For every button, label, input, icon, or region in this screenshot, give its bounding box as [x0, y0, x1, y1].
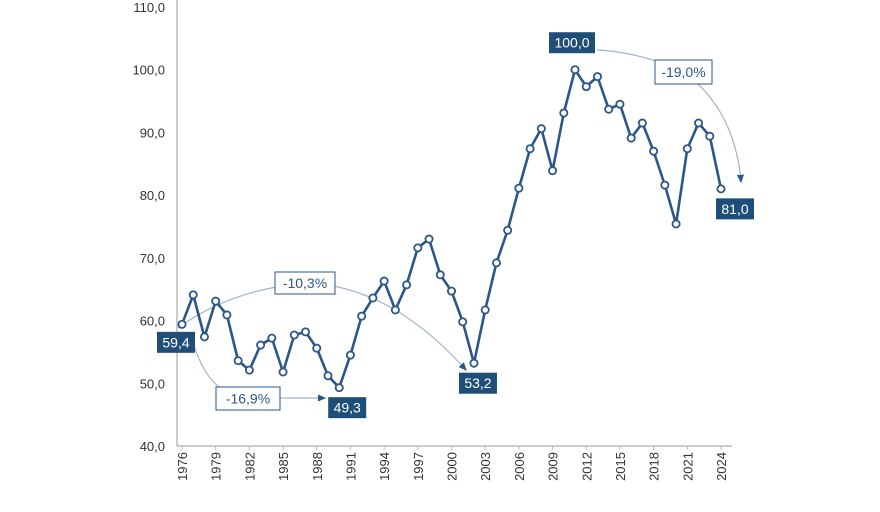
- point-label: 81,0: [721, 201, 748, 217]
- data-point: [345, 350, 355, 360]
- data-point: [548, 166, 558, 176]
- annotation-arrow: [177, 282, 467, 371]
- data-point: [671, 219, 681, 229]
- data-point: [188, 290, 198, 300]
- x-tick-label: 1976: [175, 452, 190, 481]
- x-tick-label: 2012: [579, 452, 594, 481]
- x-tick-label: 2000: [445, 452, 460, 481]
- data-point: [312, 343, 322, 353]
- data-point: [604, 104, 614, 114]
- data-point: [177, 319, 187, 329]
- data-point: [256, 340, 266, 350]
- y-tick-label: 110,0: [133, 0, 165, 15]
- data-point: [211, 296, 221, 306]
- data-point: [435, 270, 445, 280]
- data-point: [267, 333, 277, 343]
- data-point: [536, 124, 546, 134]
- data-point: [222, 310, 232, 320]
- data-point: [368, 293, 378, 303]
- x-tick-label: 2018: [647, 452, 662, 481]
- annotation-box: [654, 59, 713, 85]
- x-tick-label: 1994: [377, 452, 392, 481]
- data-point: [357, 311, 367, 321]
- data-point: [199, 332, 209, 342]
- data-point: [424, 234, 434, 244]
- point-label-box: [328, 397, 367, 419]
- x-tick-label: 2024: [714, 452, 729, 481]
- data-point: [334, 383, 344, 393]
- data-point: [649, 146, 659, 156]
- y-tick-label: 80,0: [140, 188, 165, 203]
- data-point: [469, 358, 479, 368]
- data-point: [525, 144, 535, 154]
- y-tick-label: 40,0: [140, 439, 165, 454]
- data-point: [626, 133, 636, 143]
- x-tick-label: 2003: [478, 452, 493, 481]
- x-tick-label: 1982: [242, 452, 257, 481]
- point-label-box: [549, 32, 596, 54]
- y-tick-label: 50,0: [140, 376, 165, 391]
- data-point: [289, 330, 299, 340]
- data-point: [615, 99, 625, 109]
- x-tick-label: 1997: [411, 452, 426, 481]
- y-tick-label: 60,0: [140, 314, 165, 329]
- data-point: [402, 280, 412, 290]
- point-label: 53,2: [464, 375, 491, 391]
- data-point: [480, 305, 490, 315]
- x-tick-label: 2009: [546, 452, 561, 481]
- y-tick-label: 100,0: [132, 63, 165, 78]
- data-point: [458, 317, 468, 327]
- annotation-box: [274, 271, 336, 295]
- data-point: [682, 144, 692, 154]
- data-point: [446, 286, 456, 296]
- annotation-label: -19,0%: [661, 64, 705, 80]
- annotation-label: -10,3%: [283, 275, 327, 291]
- data-point: [660, 180, 670, 190]
- x-tick-label: 1979: [209, 452, 224, 481]
- x-tick-label: 2006: [512, 452, 527, 481]
- data-point: [570, 65, 580, 75]
- data-point: [390, 305, 400, 315]
- data-point: [413, 243, 423, 253]
- data-point: [244, 365, 254, 375]
- point-label: 100,0: [554, 35, 589, 51]
- data-point: [323, 371, 333, 381]
- data-point: [379, 276, 389, 286]
- annotation-box: [215, 386, 281, 411]
- y-tick-label: 70,0: [140, 251, 165, 266]
- x-tick-label: 1985: [276, 452, 291, 481]
- data-point: [278, 367, 288, 377]
- point-label-box: [716, 198, 754, 220]
- data-point: [716, 184, 726, 194]
- data-point: [559, 108, 569, 118]
- annotation-label: -16,9%: [226, 391, 270, 407]
- data-point: [301, 327, 311, 337]
- point-label-box: [157, 331, 195, 353]
- data-point: [592, 72, 602, 82]
- data-point: [705, 131, 715, 141]
- data-point: [514, 183, 524, 193]
- point-label-box: [458, 372, 497, 394]
- x-tick-label: 2021: [680, 452, 695, 481]
- data-point: [503, 225, 513, 235]
- y-tick-label: 90,0: [140, 125, 165, 140]
- data-point: [233, 356, 243, 366]
- data-point: [694, 118, 704, 128]
- series-line: [180, 68, 723, 389]
- point-label: 59,4: [162, 334, 189, 350]
- point-label: 49,3: [334, 400, 361, 416]
- data-point: [581, 82, 591, 92]
- data-point: [637, 118, 647, 128]
- data-point: [491, 258, 501, 268]
- x-tick-label: 2015: [613, 452, 628, 481]
- x-tick-label: 1988: [310, 452, 325, 481]
- x-tick-label: 1991: [343, 452, 358, 481]
